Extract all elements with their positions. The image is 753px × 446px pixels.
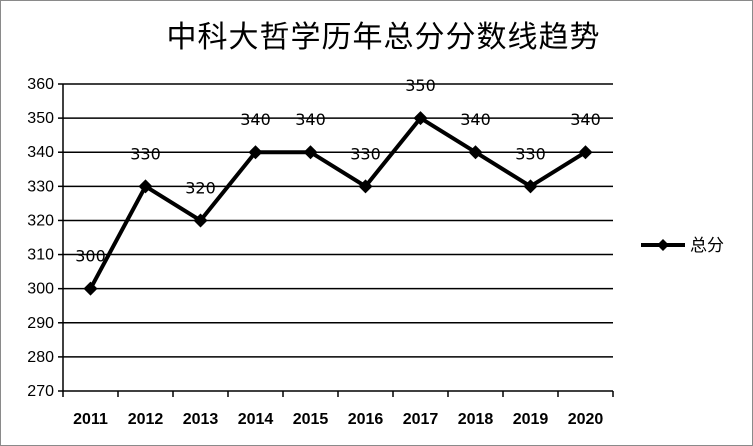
x-tick-label: 2013 [183, 411, 219, 428]
y-tick-label: 270 [27, 383, 54, 400]
data-point-marker [303, 145, 318, 160]
x-tick-label: 2016 [348, 411, 384, 428]
series-polyline [88, 115, 587, 290]
y-tick-label: 320 [27, 212, 54, 229]
data-label: 330 [515, 144, 546, 163]
series-markers [83, 111, 593, 296]
data-label: 330 [130, 144, 161, 163]
data-point-marker [248, 145, 263, 160]
axes [62, 84, 613, 392]
gridlines [58, 83, 613, 392]
x-tick-label: 2017 [403, 411, 439, 428]
y-tick-label: 330 [27, 178, 54, 195]
x-tick-labels: 2011 2012 2013 2014 2015 2016 2017 2018 2019 2020 [62, 391, 614, 428]
data-point-marker [413, 111, 428, 126]
data-point-marker [468, 145, 483, 160]
series-line [88, 115, 587, 290]
data-label: 340 [570, 110, 601, 129]
y-tick-label: 290 [27, 315, 54, 332]
x-tick-label: 2012 [128, 411, 164, 428]
x-tick-label: 2020 [568, 411, 604, 428]
data-point-marker [83, 281, 98, 296]
x-tick-label: 2014 [238, 411, 274, 428]
data-label: 350 [405, 76, 436, 95]
data-point-marker [578, 145, 593, 160]
y-tick-label: 350 [27, 110, 54, 127]
data-label: 320 [185, 178, 216, 197]
data-label: 330 [350, 144, 381, 163]
data-point-marker [193, 213, 208, 228]
data-point-marker [138, 179, 153, 194]
x-tick-label: 2018 [458, 411, 494, 428]
data-point-marker [358, 179, 373, 194]
y-tick-label: 360 [27, 76, 54, 93]
legend: 总分 [641, 236, 724, 256]
chart-title: 中科大哲学历年总分分数线趋势 [166, 20, 601, 55]
x-tick-label: 2015 [293, 411, 329, 428]
y-tick-label: 280 [27, 349, 54, 366]
y-tick-label: 300 [27, 281, 54, 298]
legend-label: 总分 [690, 236, 724, 256]
data-labels: 300 330 320 340 340 330 350 340 330 340 [75, 76, 601, 266]
data-label: 300 [75, 247, 106, 266]
data-label: 340 [460, 110, 491, 129]
data-label: 340 [295, 110, 326, 129]
legend-diamond-marker [657, 239, 669, 251]
data-point-marker [523, 179, 538, 194]
x-tick-label: 2019 [513, 411, 549, 428]
y-tick-label: 310 [27, 247, 54, 264]
y-tick-label: 340 [27, 144, 54, 161]
y-tick-labels: 270 280 290 300 310 320 330 340 350 360 [27, 76, 54, 400]
x-tick-label: 2011 [73, 411, 108, 428]
data-label: 340 [240, 110, 271, 129]
